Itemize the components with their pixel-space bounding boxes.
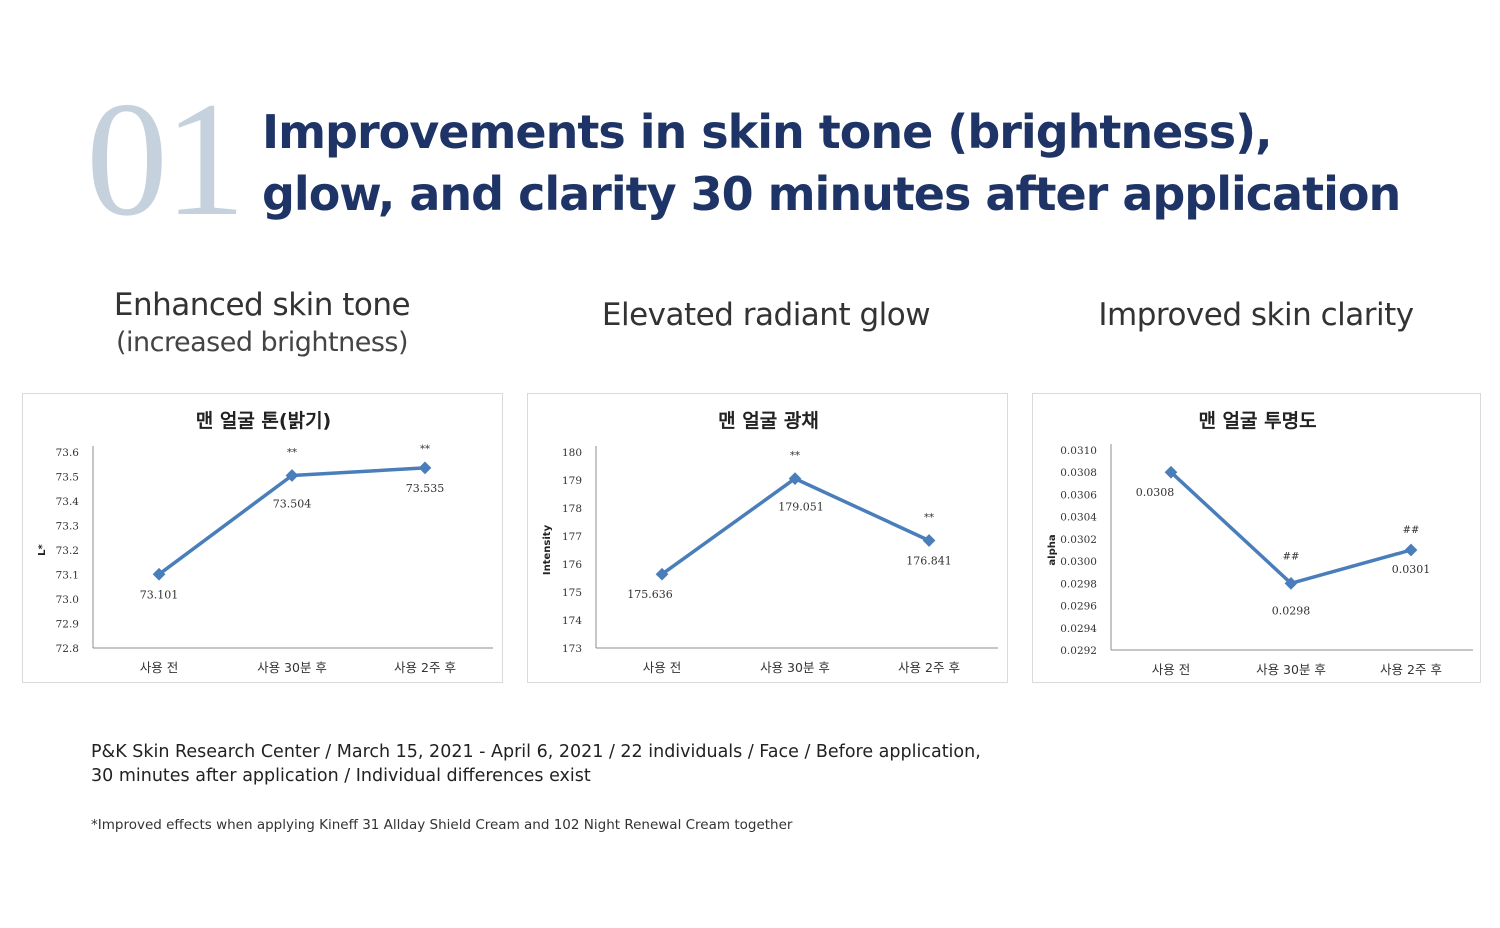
x-tick-label: 사용 2주 후 (394, 660, 456, 675)
y-tick-label: 0.0300 (1060, 556, 1097, 568)
y-tick-label: 0.0296 (1060, 601, 1097, 613)
y-tick-label: 73.4 (56, 496, 80, 508)
section-title-tone: Enhanced skin tone (increased brightness… (52, 286, 472, 362)
chart-panel-tone: 맨 얼굴 톤(밝기) 72.8 72.9 73.0 73.1 73.2 73.3 73.4 73… (22, 393, 503, 683)
significance-mark: ** (287, 448, 297, 459)
chart-glow: 맨 얼굴 광채 173 174 175 176 177 178 179 180 Intensity… (542, 410, 998, 675)
data-point (1404, 543, 1418, 557)
y-tick-label: 73.6 (56, 447, 80, 459)
chart-title: 맨 얼굴 투명도 (1198, 410, 1316, 432)
data-label: 0.0298 (1272, 604, 1311, 617)
y-tick-label: 0.0306 (1060, 489, 1097, 501)
x-tick-label: 사용 2주 후 (1380, 662, 1442, 677)
significance-mark: ** (420, 444, 430, 455)
x-tick-label: 사용 2주 후 (898, 660, 960, 675)
chart-clarity: 맨 얼굴 투명도 0.0292 0.0294 0.0296 0.0298 0.0300 0.… (1047, 410, 1473, 677)
footnote: *Improved effects when applying Kineff 3… (91, 817, 793, 833)
y-axis-label: Intensity (542, 524, 553, 575)
data-label: 0.0301 (1392, 563, 1431, 576)
page-title: Improvements in skin tone (brightness), … (262, 101, 1462, 225)
chart-panel-glow: 맨 얼굴 광채 173 174 175 176 177 178 179 180 Intensity… (527, 393, 1008, 683)
y-tick-label: 72.9 (56, 619, 79, 631)
x-tick-label: 사용 전 (1152, 662, 1190, 677)
section-title-label: Improved skin clarity (1098, 297, 1414, 333)
title-line-2: glow, and clarity 30 minutes after appli… (262, 167, 1401, 221)
data-point (418, 461, 432, 475)
y-tick-label: 175 (562, 587, 582, 599)
data-label: 73.535 (406, 482, 445, 495)
series-line (1169, 470, 1412, 586)
y-tick-label: 174 (562, 615, 582, 627)
y-axis-label: L* (37, 543, 48, 555)
x-tick-label: 사용 전 (140, 660, 178, 675)
data-point (788, 472, 802, 485)
chart-title: 맨 얼굴 톤(밝기) (196, 410, 331, 432)
x-tick-label: 사용 전 (643, 660, 681, 675)
data-label: 0.0308 (1136, 486, 1175, 499)
header: 01 Improvements in skin tone (brightness… (0, 0, 1500, 260)
data-label: 179.051 (778, 501, 824, 514)
y-tick-label: 177 (562, 531, 582, 543)
source-note: P&K Skin Research Center / March 15, 202… (91, 740, 1041, 788)
data-label: 73.504 (273, 498, 312, 511)
x-tick-label: 사용 30분 후 (1256, 662, 1326, 677)
section-number: 01 (86, 69, 246, 250)
chart-title: 맨 얼굴 광채 (718, 410, 819, 432)
y-axis-label: alpha (1047, 534, 1058, 565)
section-title-label: Enhanced skin tone (113, 287, 411, 323)
data-label: 176.841 (906, 554, 952, 567)
source-line-1: P&K Skin Research Center / March 15, 202… (91, 742, 981, 762)
y-tick-label: 173 (562, 643, 582, 655)
x-tick-label: 사용 30분 후 (760, 660, 830, 675)
y-tick-label: 176 (562, 559, 582, 571)
y-tick-label: 73.2 (56, 545, 79, 557)
significance-mark: ## (1403, 525, 1420, 536)
y-tick-label: 0.0298 (1060, 578, 1097, 590)
y-tick-label: 0.0302 (1060, 534, 1097, 546)
y-tick-label: 73.1 (56, 570, 79, 582)
source-line-2: 30 minutes after application / Individua… (91, 766, 591, 786)
y-tick-label: 0.0308 (1060, 467, 1097, 479)
significance-mark: ## (1283, 551, 1300, 562)
y-tick-label: 73.5 (56, 472, 79, 484)
y-tick-label: 179 (562, 475, 582, 487)
y-tick-label: 73.3 (56, 521, 79, 533)
y-tick-label: 0.0310 (1060, 445, 1097, 457)
section-title-label: Elevated radiant glow (601, 297, 931, 333)
data-point (922, 534, 936, 547)
y-tick-label: 0.0292 (1060, 645, 1097, 657)
section-title-note: (increased brightness) (115, 327, 409, 358)
section-title-glow: Elevated radiant glow (546, 296, 986, 334)
series-line (157, 466, 426, 576)
y-tick-label: 72.8 (56, 643, 79, 655)
y-tick-label: 0.0294 (1060, 623, 1097, 635)
series-line (660, 476, 930, 576)
y-tick-label: 180 (562, 447, 582, 459)
significance-mark: ** (924, 512, 934, 523)
chart-panel-clarity: 맨 얼굴 투명도 0.0292 0.0294 0.0296 0.0298 0.0300 0.… (1032, 393, 1481, 683)
y-tick-label: 73.0 (56, 594, 79, 606)
significance-mark: ** (790, 451, 800, 462)
x-tick-label: 사용 30분 후 (257, 660, 327, 675)
title-line-1: Improvements in skin tone (brightness), (262, 105, 1273, 159)
chart-tone: 맨 얼굴 톤(밝기) 72.8 72.9 73.0 73.1 73.2 73.3 73.4 73… (37, 410, 493, 675)
y-tick-label: 178 (562, 503, 582, 515)
section-title-clarity: Improved skin clarity (1036, 296, 1476, 334)
data-label: 73.101 (140, 588, 179, 601)
y-tick-label: 0.0304 (1060, 512, 1097, 524)
data-label: 175.636 (627, 588, 673, 601)
